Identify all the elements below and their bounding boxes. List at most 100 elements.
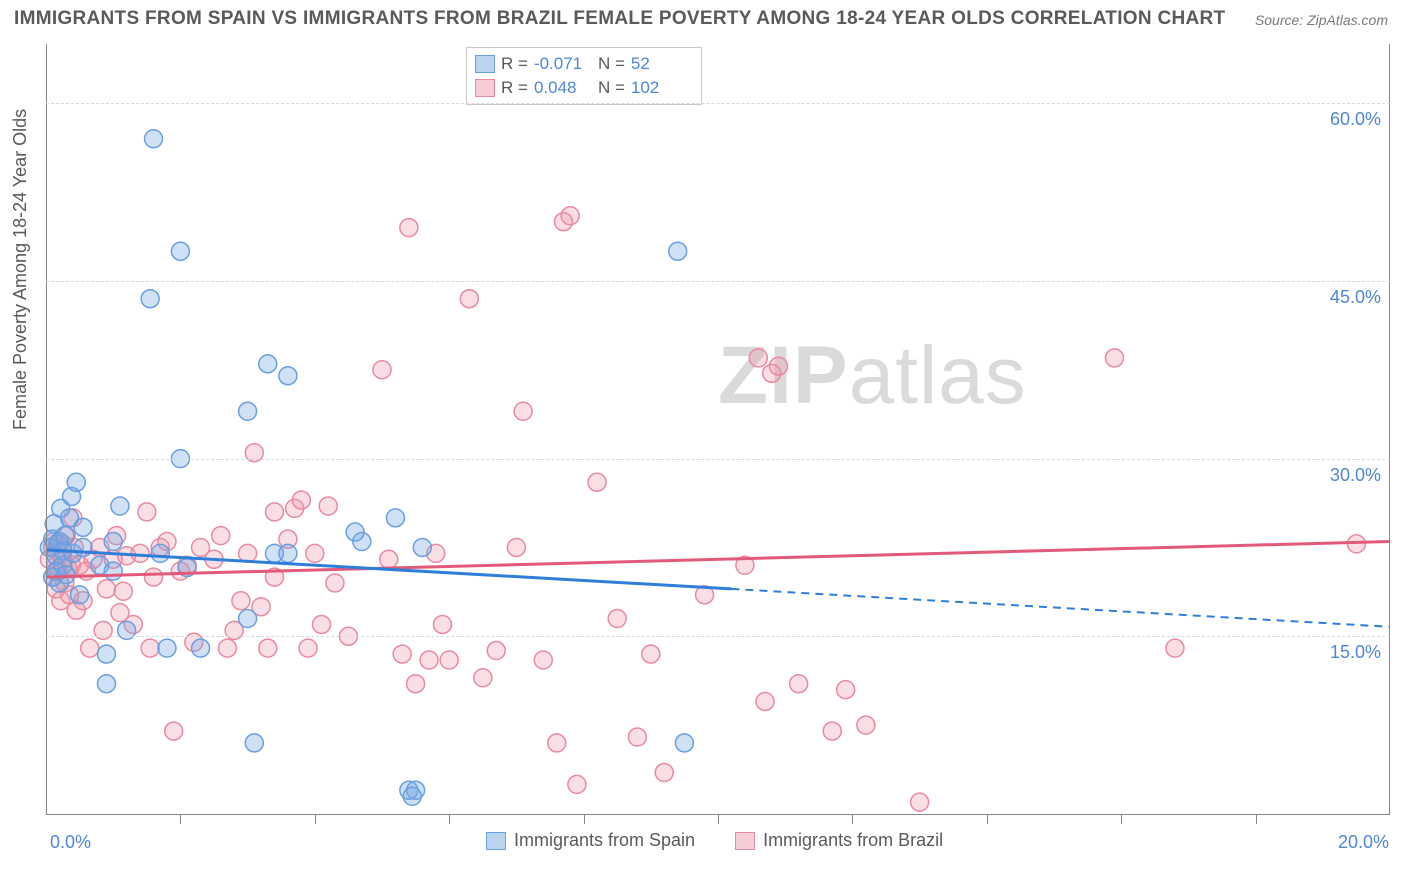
data-point: [823, 722, 841, 740]
data-point: [403, 787, 421, 805]
data-point: [769, 357, 787, 375]
data-point: [669, 242, 687, 260]
data-point: [507, 538, 525, 556]
data-point: [145, 568, 163, 586]
data-point: [218, 639, 236, 657]
data-point: [239, 402, 257, 420]
chart-container: { "title": "IMMIGRANTS FROM SPAIN VS IMM…: [0, 0, 1406, 892]
data-point: [67, 473, 85, 491]
x-tick-mark: [718, 814, 719, 824]
y-tick-label: 45.0%: [1330, 287, 1381, 308]
data-point: [97, 580, 115, 598]
swatch-spain: [475, 55, 495, 73]
x-tick-label: 0.0%: [50, 832, 91, 853]
legend-bottom: Immigrants from Spain Immigrants from Br…: [486, 830, 943, 851]
data-point: [548, 734, 566, 752]
data-point: [380, 550, 398, 568]
data-point: [71, 586, 89, 604]
data-point: [655, 764, 673, 782]
y-axis-label: Female Poverty Among 18-24 Year Olds: [10, 109, 31, 430]
gridline: [46, 281, 1390, 282]
x-tick-mark: [987, 814, 988, 824]
data-point: [56, 527, 74, 545]
data-point: [386, 509, 404, 527]
r-value-spain: -0.071: [534, 54, 592, 74]
series-label-brazil: Immigrants from Brazil: [763, 830, 943, 851]
data-point: [158, 639, 176, 657]
data-point: [141, 639, 159, 657]
data-point: [561, 207, 579, 225]
data-point: [407, 675, 425, 693]
legend-top: R = -0.071 N = 52 R = 0.048 N = 102: [466, 47, 702, 105]
data-point: [232, 592, 250, 610]
trend-line-extrapolated: [731, 589, 1390, 627]
data-point: [749, 349, 767, 367]
data-point: [299, 639, 317, 657]
data-point: [460, 290, 478, 308]
n-value-brazil: 102: [631, 78, 689, 98]
legend-item-spain: Immigrants from Spain: [486, 830, 695, 851]
x-tick-mark: [852, 814, 853, 824]
data-point: [628, 728, 646, 746]
data-point: [420, 651, 438, 669]
data-point: [487, 642, 505, 660]
data-point: [911, 793, 929, 811]
y-axis-line-right: [1389, 44, 1390, 814]
data-point: [756, 692, 774, 710]
data-point: [81, 639, 99, 657]
data-point: [97, 675, 115, 693]
data-point: [259, 639, 277, 657]
data-point: [74, 518, 92, 536]
y-tick-label: 60.0%: [1330, 109, 1381, 130]
x-tick-mark: [1121, 814, 1122, 824]
data-point: [104, 562, 122, 580]
data-point: [373, 361, 391, 379]
gridline: [46, 459, 1390, 460]
n-label: N =: [598, 54, 625, 74]
x-tick-mark: [1256, 814, 1257, 824]
data-point: [171, 242, 189, 260]
plot-area: ZIPatlas R = -0.071 N = 52 R = 0.048 N =…: [46, 44, 1390, 814]
data-point: [114, 582, 132, 600]
data-point: [514, 402, 532, 420]
r-label: R =: [501, 78, 528, 98]
data-point: [141, 290, 159, 308]
x-tick-mark: [584, 814, 585, 824]
legend-item-brazil: Immigrants from Brazil: [735, 830, 943, 851]
source-label: Source: ZipAtlas.com: [1255, 12, 1388, 28]
data-point: [790, 675, 808, 693]
data-point: [1166, 639, 1184, 657]
y-tick-label: 30.0%: [1330, 465, 1381, 486]
data-point: [319, 497, 337, 515]
swatch-brazil: [475, 79, 495, 97]
data-point: [400, 219, 418, 237]
data-point: [279, 544, 297, 562]
data-point: [265, 503, 283, 521]
data-point: [534, 651, 552, 669]
data-point: [857, 716, 875, 734]
y-axis-line: [46, 44, 47, 814]
data-point: [393, 645, 411, 663]
r-value-brazil: 0.048: [534, 78, 592, 98]
r-label: R =: [501, 54, 528, 74]
data-point: [138, 503, 156, 521]
data-point: [313, 615, 331, 633]
data-point: [104, 533, 122, 551]
data-point: [259, 355, 277, 373]
swatch-brazil: [735, 832, 755, 850]
y-tick-label: 15.0%: [1330, 642, 1381, 663]
data-point: [111, 497, 129, 515]
data-point: [440, 651, 458, 669]
chart-title: IMMIGRANTS FROM SPAIN VS IMMIGRANTS FROM…: [14, 8, 1225, 30]
data-point: [568, 775, 586, 793]
data-point: [239, 610, 257, 628]
swatch-spain: [486, 832, 506, 850]
data-point: [192, 639, 210, 657]
data-point: [608, 610, 626, 628]
data-point: [292, 491, 310, 509]
x-tick-mark: [315, 814, 316, 824]
data-point: [151, 544, 169, 562]
gridline: [46, 103, 1390, 104]
plot-svg: [46, 44, 1390, 814]
data-point: [145, 130, 163, 148]
